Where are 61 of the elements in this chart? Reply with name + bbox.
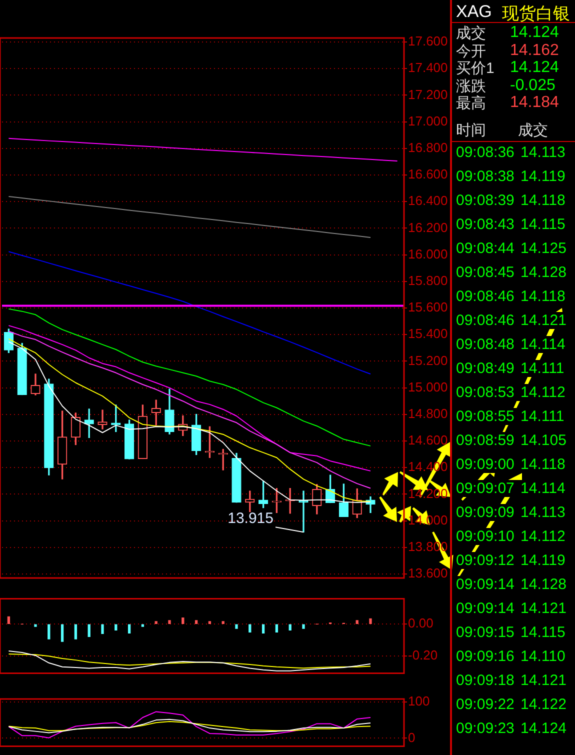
y-tick-label: -0.20 bbox=[408, 647, 438, 662]
text: 09:09:00 14.118 bbox=[456, 456, 566, 473]
y-tick-label: 14.800 bbox=[408, 406, 448, 421]
text: 09:09:22 14.122 bbox=[456, 696, 566, 713]
category-label: 成交 bbox=[456, 24, 486, 43]
y-tick-label: 15.000 bbox=[408, 379, 448, 394]
category-label: 最高 bbox=[456, 94, 486, 113]
text: XAG bbox=[456, 2, 492, 22]
text: 成交 bbox=[518, 121, 548, 140]
text: 09:09:07 14.114 bbox=[456, 480, 566, 497]
text: 09:08:53 14.112 bbox=[456, 384, 566, 401]
y-tick-label: 100 bbox=[408, 693, 430, 708]
data-label: -0.025 bbox=[510, 76, 556, 94]
y-tick-label: 16.000 bbox=[408, 246, 448, 262]
category-label: 买价1 bbox=[456, 59, 494, 78]
y-tick-label: 17.000 bbox=[408, 113, 448, 128]
y-tick-label: 15.200 bbox=[408, 352, 448, 368]
text: 时间 bbox=[456, 121, 486, 140]
data-label: 14.162 bbox=[510, 42, 559, 60]
text: 09:08:38 14.119 bbox=[456, 168, 566, 185]
text: 09:09:15 14.115 bbox=[456, 624, 566, 641]
text: 09:08:44 14.125 bbox=[456, 240, 566, 257]
y-tick-label: 0.00 bbox=[408, 616, 434, 631]
text: 09:09:12 14.119 bbox=[456, 552, 566, 569]
y-tick-label: 15.400 bbox=[408, 326, 448, 342]
category-label: 涨跌 bbox=[456, 76, 486, 95]
y-tick-label: 17.600 bbox=[408, 34, 448, 49]
text: 09:09:09 14.113 bbox=[456, 504, 566, 521]
text: 09:08:43 14.115 bbox=[456, 216, 566, 233]
annotation: 13.915 bbox=[228, 510, 274, 528]
text: 09:08:48 14.114 bbox=[456, 336, 566, 353]
y-tick-label: 16.200 bbox=[408, 220, 448, 235]
text: 09:08:55 14.111 bbox=[456, 408, 564, 425]
data-label: 14.124 bbox=[510, 59, 559, 77]
text: 09:09:10 14.112 bbox=[456, 528, 566, 545]
text: 09:08:36 14.113 bbox=[456, 144, 566, 161]
text: 09:09:16 14.110 bbox=[456, 648, 566, 665]
y-tick-label: 16.600 bbox=[408, 166, 448, 182]
text: 09:08:59 14.105 bbox=[456, 432, 566, 449]
text: 09:09:14 14.128 bbox=[456, 576, 566, 593]
y-tick-label: 17.200 bbox=[408, 86, 448, 102]
text: 现货白银 bbox=[502, 3, 570, 25]
text: 09:08:49 14.111 bbox=[456, 360, 564, 377]
text: 09:09:23 14.124 bbox=[456, 720, 566, 737]
y-tick-label: 16.400 bbox=[408, 193, 448, 208]
y-tick-label: 0 bbox=[408, 730, 416, 745]
text: 09:08:46 14.121 bbox=[456, 312, 566, 329]
data-label: 14.124 bbox=[510, 24, 559, 42]
text: 09:08:45 14.128 bbox=[456, 264, 566, 281]
data-label: 14.184 bbox=[510, 94, 559, 112]
text: 09:09:14 14.121 bbox=[456, 600, 566, 617]
y-tick-label: 16.800 bbox=[408, 140, 448, 155]
y-tick-label: 15.600 bbox=[408, 300, 448, 315]
category-label: 今开 bbox=[456, 42, 486, 60]
y-tick-label: 14.600 bbox=[408, 432, 448, 448]
text: 09:09:18 14.121 bbox=[456, 672, 566, 689]
y-tick-label: 15.800 bbox=[408, 272, 448, 288]
y-tick-label: 17.400 bbox=[408, 60, 448, 76]
y-tick-label: 13.600 bbox=[408, 566, 448, 581]
text: 09:08:39 14.118 bbox=[456, 192, 566, 209]
text: 09:08:46 14.118 bbox=[456, 288, 566, 305]
